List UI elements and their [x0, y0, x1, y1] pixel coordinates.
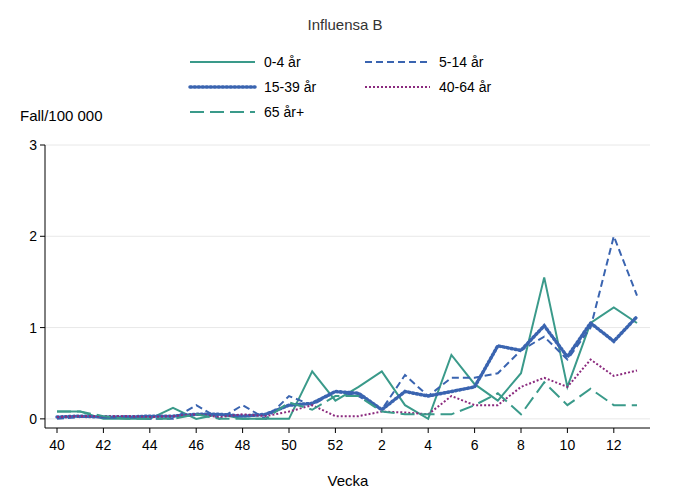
- y-tick: [40, 327, 45, 328]
- x-tick-label: 52: [328, 437, 344, 453]
- plot-area: [57, 236, 637, 419]
- x-tick: [335, 428, 336, 433]
- x-tick: [381, 428, 382, 433]
- x-tick: [567, 428, 568, 433]
- legend-key: [365, 61, 430, 63]
- legend-label: 5-14 år: [439, 54, 484, 70]
- y-tick-label: 0: [29, 411, 37, 427]
- grid-line: [45, 327, 650, 328]
- x-tick: [57, 428, 58, 433]
- x-tick: [149, 428, 150, 433]
- legend-key: [190, 85, 255, 89]
- x-tick-label: 50: [281, 437, 297, 453]
- y-axis-label: Fall/100 000: [20, 107, 103, 124]
- x-tick-label: 44: [142, 437, 158, 453]
- x-tick-label: 2: [378, 437, 386, 453]
- legend-key: [365, 86, 430, 88]
- x-tick-label: 8: [517, 437, 525, 453]
- x-tick-label: 4: [424, 437, 432, 453]
- legend-label: 15-39 år: [264, 79, 316, 95]
- title: Influensa B: [307, 16, 382, 33]
- x-tick-label: 12: [606, 437, 622, 453]
- y-tick-label: 3: [29, 137, 37, 153]
- x-axis-label: Vecka: [328, 472, 370, 489]
- x-tick: [242, 428, 243, 433]
- x-tick-label: 48: [235, 437, 251, 453]
- series-line: [57, 317, 637, 417]
- grid-line: [45, 145, 650, 146]
- chart: Influensa B01234042444648505224681012Vec…: [0, 0, 689, 498]
- legend-key: [190, 111, 255, 113]
- legend-key: [190, 61, 255, 63]
- x-tick-label: 46: [188, 437, 204, 453]
- x-tick: [103, 428, 104, 433]
- x-tick: [428, 428, 429, 433]
- series-line: [57, 236, 637, 419]
- x-tick-label: 42: [96, 437, 112, 453]
- x-axis: [45, 428, 650, 429]
- legend-label: 0-4 år: [264, 54, 301, 70]
- legend-label: 40-64 år: [439, 79, 491, 95]
- y-tick-label: 1: [29, 320, 37, 336]
- x-tick-label: 10: [560, 437, 576, 453]
- series-line: [57, 277, 637, 419]
- y-axis: [45, 145, 46, 428]
- x-tick-label: 40: [49, 437, 65, 453]
- x-tick-label: 6: [471, 437, 479, 453]
- x-tick: [196, 428, 197, 433]
- y-tick: [40, 236, 45, 237]
- y-tick-label: 2: [29, 228, 37, 244]
- y-tick: [40, 418, 45, 419]
- x-tick: [474, 428, 475, 433]
- x-tick: [613, 428, 614, 433]
- x-tick: [521, 428, 522, 433]
- grid-line: [45, 236, 650, 237]
- legend-label: 65 år+: [264, 104, 304, 120]
- series-line: [57, 382, 637, 419]
- x-tick: [289, 428, 290, 433]
- y-tick: [40, 145, 45, 146]
